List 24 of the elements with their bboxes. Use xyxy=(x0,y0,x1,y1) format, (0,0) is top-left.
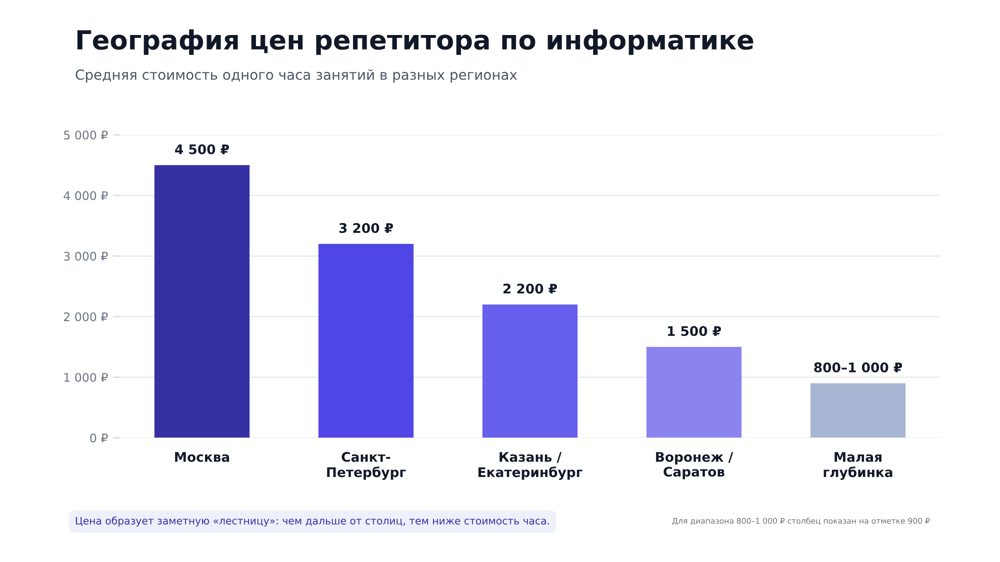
y-tick-label: 4 000 ₽ xyxy=(64,191,108,200)
y-tick-label: 0 ₽ xyxy=(90,434,108,442)
y-tick-label: 2 000 ₽ xyxy=(64,312,108,322)
y-tick-label: 5 000 ₽ xyxy=(64,130,108,140)
x-tick-label: Москва xyxy=(175,452,230,462)
x-tick-label: Воронеж / Саратов xyxy=(656,452,734,480)
data-label: 4 500 ₽ xyxy=(175,144,230,154)
data-label: 2 200 ₽ xyxy=(504,284,558,294)
bar xyxy=(482,304,578,438)
chart-title: География цен репетитора по информатике xyxy=(77,29,754,55)
x-tick-label: Санкт- Петербург xyxy=(327,452,406,480)
bar xyxy=(318,244,414,438)
text: Цена образует заметную «лестницу»: чем дальше от столиц, тем ниже стоимость часа. xyxy=(76,516,549,527)
chart-subtitle: Средняя стоимость одного часа занятий в разных регионах xyxy=(76,69,518,83)
data-label: 3 200 ₽ xyxy=(339,223,394,234)
x-tick-label: Казань / Екатеринбург xyxy=(478,452,582,480)
bar xyxy=(154,165,250,438)
y-tick-label: 3 000 ₽ xyxy=(64,252,108,261)
data-label: 1 500 ₽ xyxy=(668,326,722,336)
bar xyxy=(810,383,906,438)
bar xyxy=(646,346,742,438)
data-label: 800–1 000 ₽ xyxy=(814,362,902,372)
y-tick-label: 1 000 ₽ xyxy=(64,372,108,382)
x-tick-label: Малая глубинка xyxy=(824,452,892,480)
